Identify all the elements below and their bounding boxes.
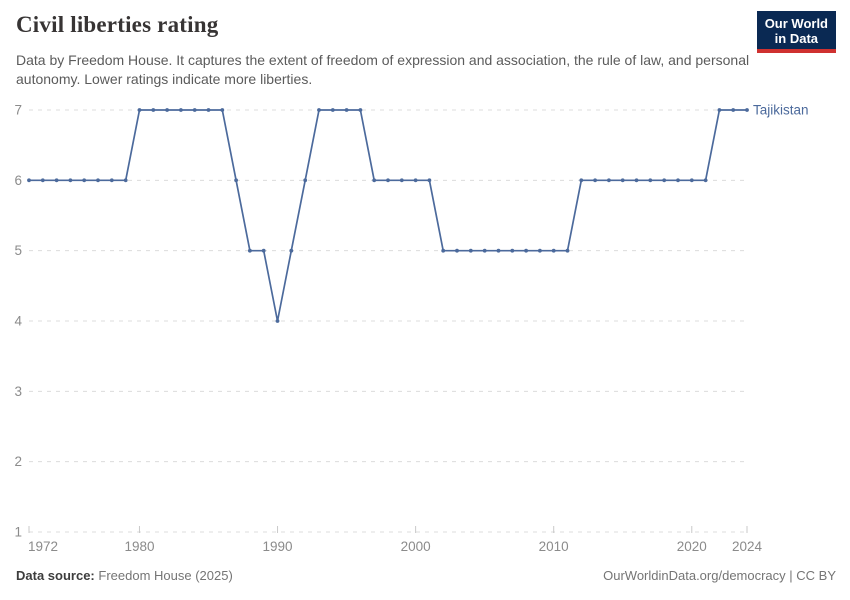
data-point-marker[interactable] [344,108,349,112]
data-point-marker[interactable] [717,108,722,112]
x-axis-label: 2020 [677,539,707,554]
data-point-marker[interactable] [289,248,294,253]
logo-line-2: in Data [774,31,819,46]
data-point-marker[interactable] [303,178,308,183]
data-point-marker[interactable] [386,178,390,183]
data-point-marker[interactable] [27,178,31,183]
data-point-marker[interactable] [441,248,446,253]
chart-footer: Data source: Freedom House (2025) OurWor… [16,568,836,583]
data-point-marker[interactable] [206,108,211,112]
data-point-marker[interactable] [317,108,321,112]
series-line-tajikistan[interactable] [28,109,748,322]
y-axis-labels: 1 2 3 4 5 6 7 [14,103,22,540]
data-point-marker[interactable] [731,108,736,112]
data-point-marker[interactable] [620,178,625,183]
data-point-marker[interactable] [593,178,597,183]
data-point-marker[interactable] [399,178,404,183]
y-axis-label: 2 [14,454,22,469]
data-point-marker[interactable] [510,248,515,253]
x-axis: 1972 1980 1990 2000 2010 2020 2024 [28,526,763,554]
data-point-marker[interactable] [468,248,473,253]
data-point-marker[interactable] [40,178,45,183]
y-axis-label: 4 [14,314,22,329]
y-axis-label: 3 [14,384,22,399]
data-point-marker[interactable] [413,178,418,183]
y-axis-label: 1 [14,525,22,540]
y-axis-label: 7 [14,103,22,118]
data-point-marker[interactable] [330,108,335,112]
data-point-marker[interactable] [607,178,611,183]
x-axis-label: 2010 [539,539,569,554]
data-source: Data source: Freedom House (2025) [16,568,233,583]
y-axis-label: 5 [14,243,22,258]
data-point-marker[interactable] [358,108,363,112]
data-point-marker[interactable] [123,178,128,183]
data-point-marker[interactable] [662,178,667,183]
data-point-marker[interactable] [703,178,708,183]
logo-line-1: Our World [764,16,828,31]
series-entity-label[interactable]: Tajikistan [753,103,809,118]
data-point-marker[interactable] [109,178,114,183]
data-point-marker[interactable] [220,108,225,112]
data-point-marker[interactable] [551,248,556,253]
data-point-marker[interactable] [538,248,542,253]
data-point-marker[interactable] [275,319,280,323]
data-source-value[interactable]: Freedom House (2025) [98,568,233,583]
data-point-marker[interactable] [689,178,694,183]
data-point-marker[interactable] [192,108,197,112]
x-axis-label: 2024 [732,539,763,554]
data-point-marker[interactable] [676,178,680,183]
data-point-marker[interactable] [234,178,239,183]
data-point-marker[interactable] [634,178,639,183]
y-axis-label: 6 [14,173,22,188]
data-point-marker[interactable] [455,248,459,253]
data-point-marker[interactable] [482,248,487,253]
data-source-label: Data source: [16,568,95,583]
data-point-marker[interactable] [179,108,183,112]
data-point-marker[interactable] [565,248,570,253]
data-point-marker[interactable] [165,108,170,112]
data-point-marker[interactable] [151,108,156,112]
data-point-marker[interactable] [248,248,252,253]
data-point-marker[interactable] [54,178,59,183]
data-point-marker[interactable] [427,178,432,183]
owid-logo[interactable]: Our World in Data [756,11,836,53]
data-point-marker[interactable] [261,248,266,253]
page-title: Civil liberties rating [16,12,219,37]
data-point-markers[interactable] [27,108,749,323]
x-axis-label: 1990 [263,539,293,554]
x-axis-label: 2000 [401,539,431,554]
x-axis-label: 1980 [124,539,154,554]
data-point-marker[interactable] [496,248,501,253]
data-point-marker[interactable] [579,178,584,183]
data-point-marker[interactable] [524,248,528,253]
data-point-marker[interactable] [96,178,100,183]
chart-subtitle: Data by Freedom House. It captures the e… [16,52,750,87]
data-point-marker[interactable] [82,178,87,183]
credit-link[interactable]: OurWorldinData.org/democracy | CC BY [603,568,836,583]
data-point-marker[interactable] [745,108,749,112]
data-point-marker[interactable] [648,178,653,183]
data-point-marker[interactable] [68,178,73,183]
data-point-marker[interactable] [372,178,377,183]
x-axis-label: 1972 [28,539,58,554]
data-point-marker[interactable] [137,108,142,112]
y-gridlines [29,109,747,533]
